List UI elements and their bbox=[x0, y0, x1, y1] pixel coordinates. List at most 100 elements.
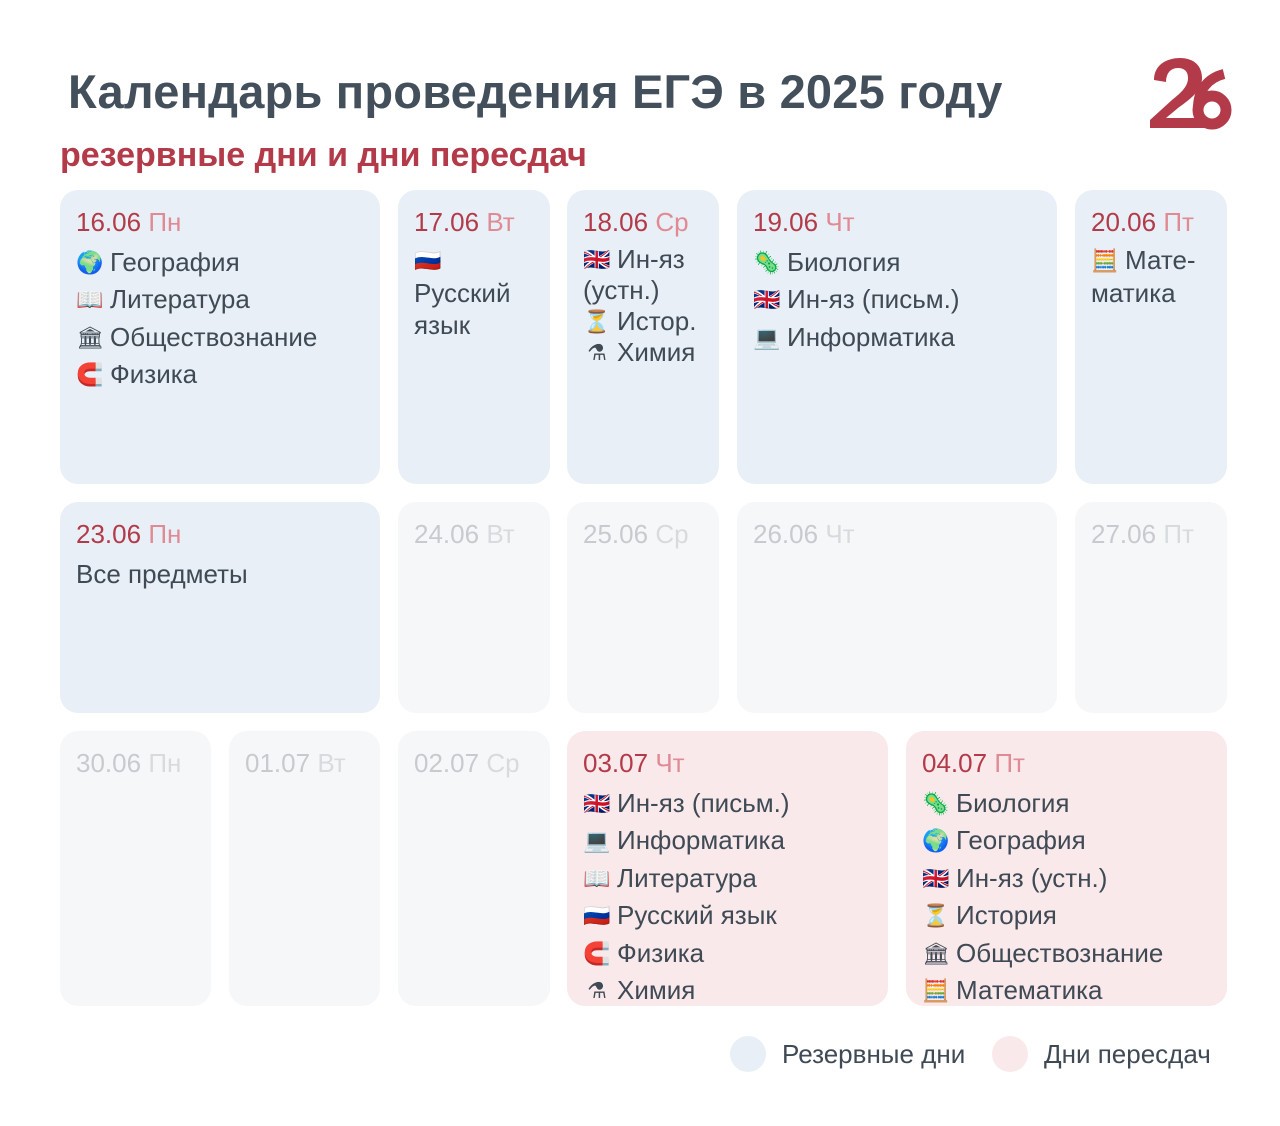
day-cell-25-06: 25.06 Ср bbox=[567, 502, 719, 713]
day-date: 16.06 Пн bbox=[76, 207, 182, 237]
all-subjects-note: Все предметы bbox=[76, 559, 248, 589]
subject-item: ⚗ Химия bbox=[583, 337, 703, 368]
globe-icon: 🌍 bbox=[76, 250, 104, 275]
classical-building-icon: 🏛 bbox=[76, 324, 104, 350]
microbe-icon: 🦠 bbox=[922, 791, 950, 816]
subject-item: 📖 Литература bbox=[76, 281, 364, 318]
day-date: 02.07 Ср bbox=[414, 748, 520, 778]
day-date: 19.06 Чт bbox=[753, 207, 855, 237]
book-icon: 📖 bbox=[76, 287, 104, 313]
globe-icon: 🌍 bbox=[922, 828, 950, 854]
subject-name: География bbox=[956, 825, 1086, 856]
russia-flag-icon: 🇷🇺 bbox=[414, 248, 442, 273]
subject-item: 🏛 Обществознание bbox=[76, 319, 364, 356]
uk-flag-icon: 🇬🇧 bbox=[583, 247, 611, 272]
subject-name: Информатика bbox=[787, 321, 955, 352]
subject-item: 🇬🇧 Ин-яз (письм.) bbox=[753, 281, 1041, 318]
subject-item: 🧮 Мате-матика bbox=[1091, 244, 1211, 309]
day-cell-27-06: 27.06 Пт bbox=[1075, 502, 1227, 713]
day-date: 30.06 Пн bbox=[76, 748, 182, 778]
subject-name: Ин-яз (письм.) bbox=[787, 284, 960, 315]
day-cell-16-06: 16.06 Пн 🌍 География 📖 Литература 🏛 Обществоз… bbox=[60, 190, 380, 484]
legend-reserve-label: Резервные дни bbox=[782, 1038, 966, 1069]
hourglass-icon: ⏳ bbox=[583, 309, 611, 334]
subject-item: ⚗ Химия bbox=[583, 972, 872, 1006]
day-cell-02-07: 02.07 Ср bbox=[398, 731, 550, 1006]
day-cell-03-07: 03.07 Чт 🇬🇧 Ин-яз (письм.) 💻 Информатика 📖 Ли… bbox=[567, 731, 888, 1006]
subject-item: ⏳ Истор. bbox=[583, 306, 703, 337]
laptop-icon: 💻 bbox=[753, 324, 781, 350]
day-date: 25.06 Ср bbox=[583, 519, 689, 549]
subject-item: 🇷🇺 Русский язык bbox=[414, 244, 534, 341]
subject-name: Физика bbox=[617, 937, 705, 968]
day-date: 20.06 Пт bbox=[1091, 207, 1194, 237]
subject-name: Физика bbox=[110, 359, 198, 390]
day-cell-04-07: 04.07 Пт 🦠 Биология 🌍 География 🇬🇧 Ин-яз (уст… bbox=[906, 731, 1227, 1006]
subject-item: 📖 Литература bbox=[583, 860, 872, 897]
legend-reserve: Резервные дни bbox=[730, 1034, 965, 1074]
day-cell-20-06: 20.06 Пт 🧮 Мате-матика bbox=[1075, 190, 1227, 484]
day-cell-24-06: 24.06 Вт bbox=[398, 502, 550, 713]
subject-item: 🇷🇺Русский язык bbox=[583, 897, 872, 934]
day-date: 26.06 Чт bbox=[753, 519, 855, 549]
subject-item: 🌍 География bbox=[922, 822, 1211, 859]
subject-item: 🧮 Математика bbox=[922, 972, 1211, 1006]
day-date: 18.06 Ср bbox=[583, 207, 689, 237]
day-cell-18-06: 18.06 Ср 🇬🇧 Ин-яз (устн.) ⏳ Истор. ⚗ Химия bbox=[567, 190, 719, 484]
day-cell-19-06: 19.06 Чт 🦠 Биология 🇬🇧 Ин-яз (письм.) 💻 Инфор… bbox=[737, 190, 1057, 484]
subject-item: 🧲 Физика bbox=[583, 935, 872, 972]
microbe-icon: 🦠 bbox=[753, 250, 781, 275]
day-date: 01.07 Вт bbox=[245, 748, 346, 778]
subject-name: Литература bbox=[617, 862, 757, 893]
subject-name: Литература bbox=[110, 284, 250, 315]
uk-flag-icon: 🇬🇧 bbox=[583, 791, 611, 816]
subject-item: 🏛 Обществознание bbox=[922, 935, 1211, 972]
magnet-icon: 🧲 bbox=[76, 362, 104, 388]
subject-name: История bbox=[956, 900, 1057, 931]
subject-item: 🇬🇧 Ин-яз (письм.) bbox=[583, 785, 872, 822]
page-title: Календарь проведения ЕГЭ в 2025 году bbox=[68, 65, 1003, 118]
subject-name: Ин-яз (устн.) bbox=[956, 862, 1108, 893]
day-date: 17.06 Вт bbox=[414, 207, 515, 237]
day-date: 03.07 Чт bbox=[583, 748, 685, 778]
subject-item: ⏳ История bbox=[922, 897, 1211, 934]
subject-name: Информатика bbox=[617, 825, 785, 856]
subject-name: Русский язык bbox=[617, 900, 777, 931]
subject-item: 🦠 Биология bbox=[753, 244, 1041, 281]
day-cell-17-06: 17.06 Вт 🇷🇺 Русский язык bbox=[398, 190, 550, 484]
magnet-icon: 🧲 bbox=[583, 940, 611, 966]
day-cell-30-06: 30.06 Пн bbox=[60, 731, 211, 1006]
subject-item: 💻 Информатика bbox=[753, 319, 1041, 356]
classical-building-icon: 🏛 bbox=[922, 940, 950, 966]
legend-retake: Дни пересдач bbox=[992, 1034, 1211, 1074]
subject-name: Русский язык bbox=[414, 278, 511, 340]
subject-item: 🌍 География bbox=[76, 244, 364, 281]
subject-name: Химия bbox=[617, 975, 696, 1006]
uk-flag-icon: 🇬🇧 bbox=[753, 287, 781, 313]
day-date: 27.06 Пт bbox=[1091, 519, 1194, 549]
subject-item: 💻 Информатика bbox=[583, 822, 872, 859]
day-date: 24.06 Вт bbox=[414, 519, 515, 549]
subject-name: Мате-матика bbox=[1091, 245, 1196, 308]
flask-icon: ⚗ bbox=[587, 978, 607, 1004]
subject-name: Биология bbox=[787, 247, 901, 277]
subject-name: Ин-яз (устн.) bbox=[583, 244, 685, 305]
legend-retake-label: Дни пересдач bbox=[1044, 1038, 1211, 1069]
book-icon: 📖 bbox=[583, 865, 611, 891]
subject-name: Химия bbox=[617, 337, 696, 367]
subject-item: 🇬🇧 Ин-яз (устн.) bbox=[583, 244, 703, 306]
day-date: 04.07 Пт bbox=[922, 748, 1025, 778]
subject-name: Биология bbox=[956, 788, 1070, 818]
abacus-icon: 🧮 bbox=[922, 978, 950, 1004]
logo-26 bbox=[1150, 58, 1232, 130]
day-cell-23-06: 23.06 Пн Все предметы bbox=[60, 502, 380, 713]
uk-flag-icon: 🇬🇧 bbox=[922, 865, 950, 891]
subject-name: Обществознание bbox=[110, 321, 318, 352]
laptop-icon: 💻 bbox=[583, 828, 611, 854]
hourglass-icon: ⏳ bbox=[922, 903, 950, 929]
page-subtitle: резервные дни и дни пересдач bbox=[60, 136, 587, 174]
legend-retake-swatch bbox=[992, 1036, 1028, 1072]
subject-item: 🦠 Биология bbox=[922, 785, 1211, 822]
abacus-icon: 🧮 bbox=[1091, 248, 1119, 273]
day-date: 23.06 Пн bbox=[76, 519, 182, 549]
